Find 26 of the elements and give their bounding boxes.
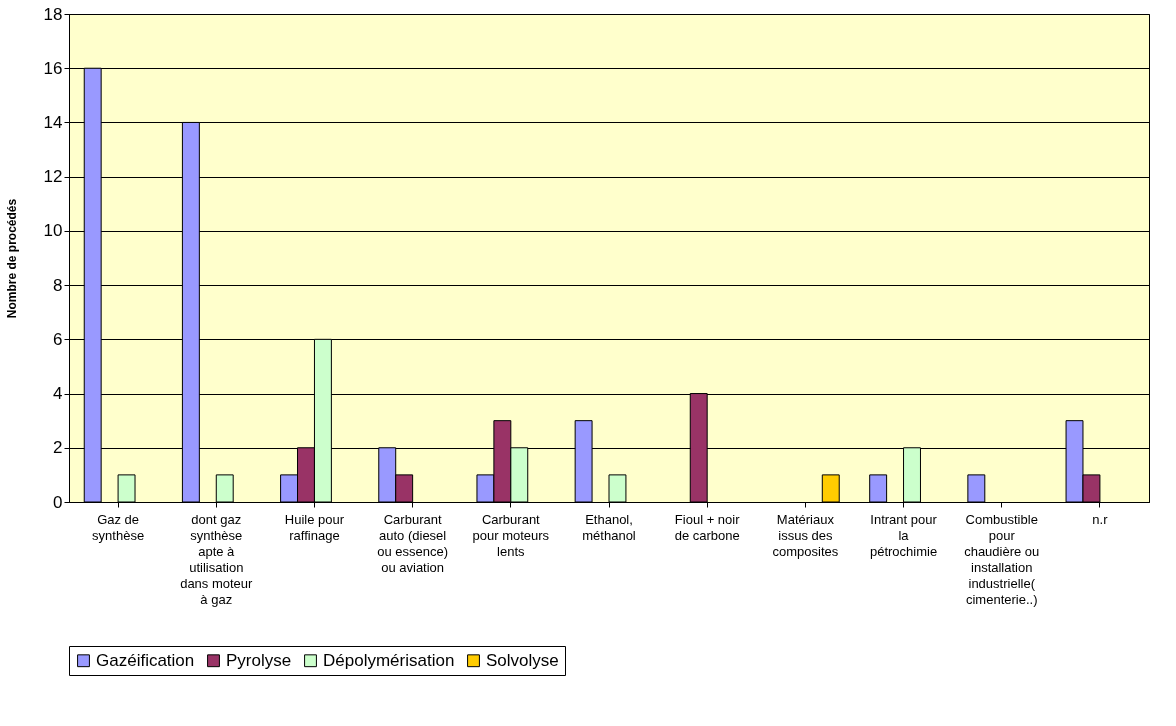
legend-label: Pyrolyse (226, 650, 292, 670)
y-tick-label: 4 (53, 384, 63, 404)
legend-label: Solvolyse (486, 650, 559, 670)
y-tick-label: 2 (53, 438, 63, 458)
x-tick-label: Carburant auto (diesel ou essence) ou aviation (377, 511, 449, 575)
y-tick-label: 6 (53, 329, 63, 349)
y-tick-label: 12 (43, 167, 63, 187)
x-tick-label: dont gaz synthèse apte à utilisation dans moteur à gaz (180, 511, 254, 607)
y-tick-label: 18 (43, 4, 63, 24)
x-tick-label: Matériaux issus des composites (772, 511, 839, 559)
x-tick-label: Fioul + noir de carbone (674, 511, 741, 543)
x-tick-label: Huile pour raffinage (284, 511, 345, 543)
y-tick-label: 10 (43, 221, 63, 241)
x-tick-label: Carburant pour moteurs lents (472, 511, 550, 559)
x-tick-label: Combustible pour chaudière ou installation industrielle( cimenterie..) (964, 511, 1040, 607)
legend-label: Gazéification (96, 650, 195, 670)
x-tick-label: Intrant pour la pétrochimie (869, 511, 938, 559)
x-tick-label: Ethanol, méthanol (582, 511, 636, 543)
x-tick-label: n.r (1092, 511, 1109, 527)
legend-label: Dépolymérisation (323, 650, 455, 670)
x-tick-label: Gaz de synthèse (92, 511, 145, 543)
y-tick-label: 0 (53, 492, 63, 512)
y-axis-title: Nombre de procédés (4, 198, 19, 319)
y-tick-label: 16 (43, 58, 63, 78)
y-tick-label: 8 (53, 275, 63, 295)
y-tick-label: 14 (43, 112, 63, 132)
